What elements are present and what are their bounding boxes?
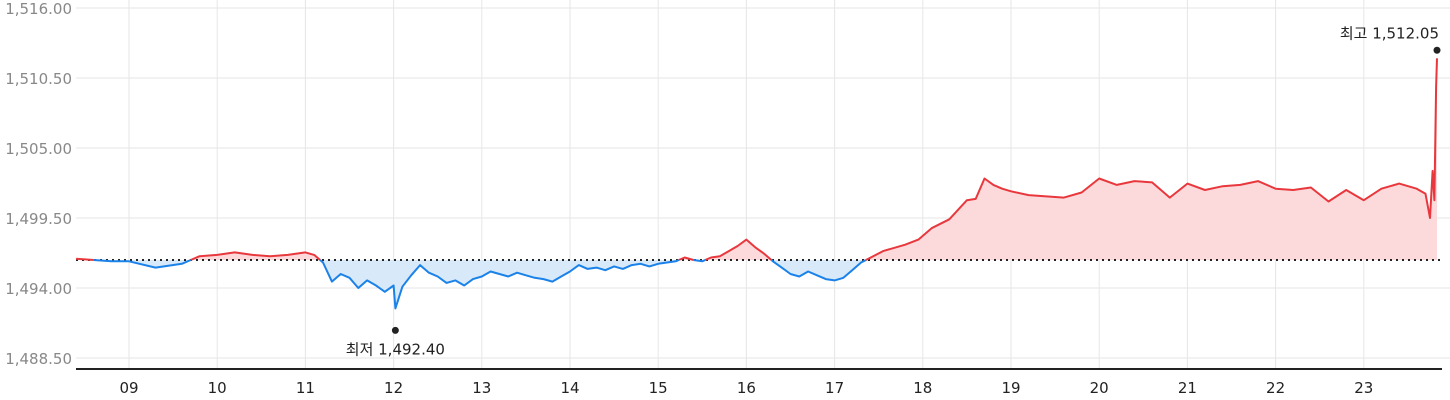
line-below-baseline xyxy=(319,259,680,310)
y-axis-ticks: 1,516.00 1,510.50 1,505.00 1,499.50 1,494.00… xyxy=(5,0,72,368)
line-below-baseline xyxy=(93,259,192,269)
low-annotation: 최저 1,492.40 xyxy=(346,340,445,358)
high-point-marker xyxy=(1433,46,1441,54)
y-tick-label: 1,499.50 xyxy=(5,210,72,228)
x-tick-label: 21 xyxy=(1178,379,1197,397)
x-tick-label: 15 xyxy=(649,379,668,397)
y-tick-label: 1,510.50 xyxy=(5,70,72,88)
line-above-baseline xyxy=(76,257,94,261)
line-above-baseline xyxy=(865,58,1438,261)
y-tick-label: 1,505.00 xyxy=(5,140,72,158)
y-tick-label: 1,494.00 xyxy=(5,280,72,298)
line-below-baseline xyxy=(770,259,867,282)
x-tick-label: 13 xyxy=(472,379,491,397)
x-axis-ticks: 09 10 11 12 13 14 15 16 17 18 19 20 21 22 23 xyxy=(119,379,1373,397)
area-below-baseline xyxy=(320,260,679,309)
line-above-baseline xyxy=(190,251,321,261)
area-above-baseline xyxy=(866,58,1437,260)
x-tick-label: 14 xyxy=(560,379,579,397)
line-above-baseline xyxy=(704,238,773,261)
series-lines xyxy=(76,58,1438,310)
x-tick-label: 09 xyxy=(119,379,138,397)
x-tick-label: 23 xyxy=(1354,379,1373,397)
x-tick-label: 20 xyxy=(1090,379,1109,397)
high-annotation: 최고 1,512.05 xyxy=(1340,24,1439,42)
x-tick-label: 17 xyxy=(825,379,844,397)
y-tick-label: 1,488.50 xyxy=(5,350,72,368)
line-above-baseline xyxy=(678,256,694,261)
x-tick-label: 19 xyxy=(1001,379,1020,397)
area-above-baseline xyxy=(705,239,772,260)
area-below-baseline xyxy=(771,260,866,281)
x-tick-label: 10 xyxy=(208,379,227,397)
annotations: 최저 1,492.40 최고 1,512.05 xyxy=(346,24,1441,358)
x-tick-label: 22 xyxy=(1266,379,1285,397)
line-below-baseline xyxy=(693,259,706,263)
x-tick-label: 16 xyxy=(737,379,756,397)
x-tick-label: 18 xyxy=(913,379,932,397)
x-tick-label: 12 xyxy=(384,379,403,397)
low-point-marker xyxy=(391,326,399,334)
x-tick-label: 11 xyxy=(296,379,315,397)
y-tick-label: 1,516.00 xyxy=(5,0,72,18)
area-fills xyxy=(76,58,1437,309)
